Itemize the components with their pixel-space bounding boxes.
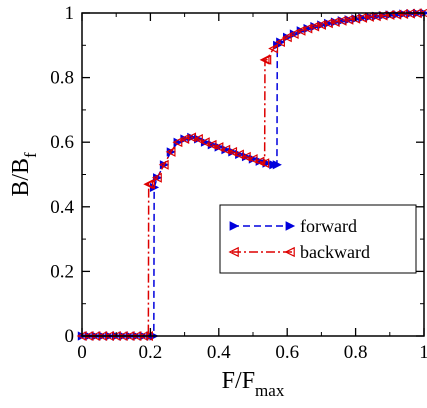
data-point-backward — [213, 142, 224, 153]
data-point-backward — [275, 37, 285, 48]
data-point-backward — [247, 154, 258, 164]
data-point-backward — [329, 17, 340, 28]
data-point-backward — [268, 43, 279, 54]
data-point-backward — [259, 158, 270, 169]
data-point-backward — [143, 179, 154, 190]
data-point-backward — [186, 132, 197, 143]
y-axis-label: B/Bf — [8, 152, 40, 197]
data-point-backward — [179, 133, 190, 144]
legend-marker-backward — [228, 246, 239, 258]
x-tick-label: 0 — [77, 342, 87, 363]
data-point-backward — [316, 19, 326, 30]
x-tick-label: 0.2 — [139, 342, 163, 363]
series-backward — [76, 8, 427, 341]
data-point-backward — [220, 144, 231, 155]
data-point-backward — [151, 172, 162, 183]
x-tick-label: 0.8 — [344, 342, 368, 363]
data-point-backward — [357, 12, 368, 23]
series-forward — [77, 8, 427, 341]
y-tick-label: 0.4 — [50, 197, 74, 218]
data-point-backward — [199, 137, 210, 148]
data-point-backward — [363, 11, 374, 22]
data-point-backward — [322, 18, 333, 29]
plot-marks — [76, 8, 427, 341]
x-tick-label: 0.6 — [275, 342, 299, 363]
x-axis-label: F/Fmax — [222, 368, 285, 400]
data-point-backward — [398, 8, 409, 19]
legend-sample-forward — [229, 221, 296, 231]
series-line-backward — [82, 12, 425, 337]
data-point-backward — [227, 146, 238, 157]
data-point-backward — [261, 54, 272, 65]
y-tick-label: 0.2 — [50, 261, 74, 282]
data-point-backward — [295, 25, 306, 36]
x-tick-label: 1 — [419, 342, 427, 363]
legend-label-forward: forward — [300, 216, 357, 236]
legend-sample-backward — [228, 246, 295, 258]
data-point-backward — [240, 151, 251, 162]
legend: forward backward — [219, 204, 417, 274]
data-point-backward — [158, 159, 169, 170]
axis-ticks: 0 0.2 0.4 0.6 0.8 1 0 0.2 0.4 0.6 0.8 1 — [50, 3, 427, 363]
y-tick-label: 0 — [65, 326, 75, 347]
data-point-backward — [343, 14, 354, 25]
series-line-forward — [82, 12, 425, 337]
data-point-backward — [172, 137, 183, 148]
data-point-backward — [206, 139, 217, 150]
data-point-backward — [302, 23, 313, 34]
legend-marker-backward — [284, 246, 295, 258]
data-point-forward — [272, 160, 282, 170]
legend-box — [219, 204, 417, 274]
legend-label-backward: backward — [300, 242, 370, 262]
y-tick-label: 1 — [65, 3, 75, 24]
y-tick-label: 0.6 — [50, 132, 74, 153]
legend-marker-forward — [285, 221, 296, 231]
data-point-backward — [281, 32, 292, 43]
data-point-backward — [259, 54, 270, 65]
plot-frame — [81, 12, 425, 337]
data-point-backward — [165, 146, 176, 157]
data-point-backward — [309, 21, 320, 32]
data-point-backward — [370, 11, 381, 22]
x-tick-label: 0.4 — [207, 342, 231, 363]
data-point-backward — [192, 133, 203, 144]
data-point-backward — [336, 15, 347, 26]
data-point-backward — [288, 29, 299, 39]
data-point-backward — [254, 156, 265, 167]
data-point-backward — [145, 179, 155, 190]
legend-marker-forward — [229, 221, 240, 231]
y-tick-label: 0.8 — [50, 68, 74, 89]
data-point-backward — [233, 149, 244, 160]
